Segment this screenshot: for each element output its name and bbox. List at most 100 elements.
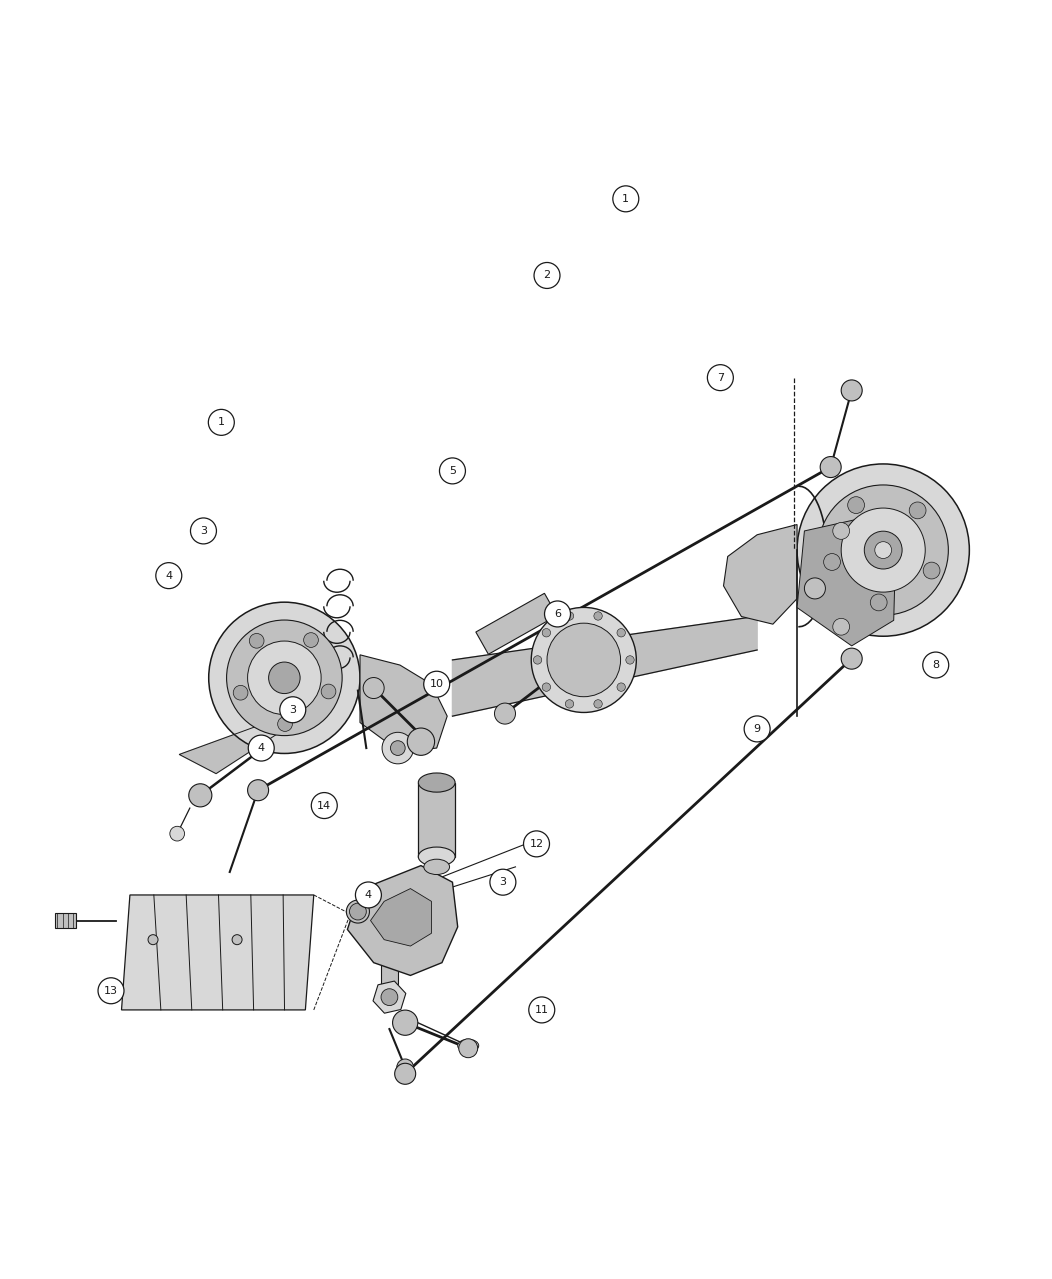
Circle shape bbox=[547, 623, 621, 697]
Circle shape bbox=[156, 563, 182, 588]
Circle shape bbox=[865, 531, 903, 569]
Circle shape bbox=[805, 578, 826, 599]
Text: 7: 7 bbox=[716, 372, 724, 382]
Circle shape bbox=[626, 656, 634, 664]
Text: 4: 4 bbox=[258, 743, 265, 753]
Polygon shape bbox=[452, 616, 757, 716]
Circle shape bbox=[392, 1010, 418, 1035]
Text: 10: 10 bbox=[429, 679, 444, 689]
Circle shape bbox=[848, 496, 865, 513]
Circle shape bbox=[247, 780, 268, 801]
Text: 11: 11 bbox=[534, 1005, 549, 1016]
Circle shape bbox=[616, 683, 625, 692]
Circle shape bbox=[459, 1039, 478, 1058]
Text: 3: 3 bbox=[200, 526, 207, 536]
Text: 12: 12 bbox=[529, 839, 544, 849]
Circle shape bbox=[707, 365, 733, 390]
Circle shape bbox=[613, 185, 639, 212]
Circle shape bbox=[565, 700, 573, 709]
Circle shape bbox=[797, 464, 969, 636]
Circle shape bbox=[529, 996, 554, 1023]
Ellipse shape bbox=[424, 859, 449, 875]
Circle shape bbox=[249, 633, 264, 648]
Circle shape bbox=[311, 793, 338, 819]
Circle shape bbox=[545, 601, 570, 627]
Text: 5: 5 bbox=[449, 466, 456, 476]
Bar bbox=[419, 783, 456, 857]
Circle shape bbox=[842, 508, 925, 592]
Circle shape bbox=[924, 563, 940, 579]
Circle shape bbox=[169, 826, 184, 842]
Text: 2: 2 bbox=[544, 270, 550, 280]
Ellipse shape bbox=[419, 773, 456, 792]
Circle shape bbox=[833, 618, 850, 636]
Text: 13: 13 bbox=[104, 986, 118, 996]
Text: 1: 1 bbox=[218, 417, 225, 427]
Circle shape bbox=[349, 903, 366, 920]
Circle shape bbox=[824, 554, 841, 570]
Circle shape bbox=[397, 1059, 413, 1076]
Polygon shape bbox=[347, 866, 458, 976]
Circle shape bbox=[356, 883, 382, 908]
Bar bbox=[476, 593, 557, 655]
Circle shape bbox=[909, 501, 926, 519]
Text: 3: 3 bbox=[289, 705, 297, 715]
Circle shape bbox=[280, 697, 306, 723]
FancyBboxPatch shape bbox=[56, 913, 77, 929]
Circle shape bbox=[744, 716, 770, 742]
Circle shape bbox=[542, 628, 550, 637]
Circle shape bbox=[870, 593, 887, 611]
Circle shape bbox=[534, 262, 560, 289]
Text: 3: 3 bbox=[500, 877, 506, 888]
Circle shape bbox=[407, 728, 434, 756]
Circle shape bbox=[188, 784, 211, 807]
Circle shape bbox=[208, 602, 360, 753]
Circle shape bbox=[494, 703, 515, 724]
Polygon shape bbox=[797, 518, 896, 646]
Circle shape bbox=[278, 716, 292, 732]
Circle shape bbox=[524, 831, 549, 857]
Ellipse shape bbox=[458, 1040, 479, 1053]
Circle shape bbox=[248, 735, 275, 761]
Circle shape bbox=[424, 671, 449, 697]
Circle shape bbox=[363, 678, 384, 698]
Circle shape bbox=[565, 611, 573, 620]
Circle shape bbox=[304, 633, 319, 647]
Circle shape bbox=[381, 989, 398, 1005]
Text: 8: 8 bbox=[932, 660, 939, 670]
Circle shape bbox=[247, 641, 321, 715]
Circle shape bbox=[382, 733, 413, 764]
Polygon shape bbox=[179, 697, 337, 774]
Bar bbox=[381, 940, 398, 985]
Circle shape bbox=[234, 686, 248, 700]
Circle shape bbox=[390, 741, 405, 756]
Polygon shape bbox=[360, 655, 447, 752]
Circle shape bbox=[542, 683, 550, 692]
Circle shape bbox=[321, 684, 336, 698]
Circle shape bbox=[226, 620, 342, 735]
Circle shape bbox=[490, 870, 515, 895]
Circle shape bbox=[531, 608, 636, 712]
Circle shape bbox=[842, 648, 863, 669]
Circle shape bbox=[190, 518, 217, 544]
Circle shape bbox=[594, 611, 603, 620]
Circle shape bbox=[616, 628, 625, 637]
Circle shape bbox=[98, 977, 124, 1004]
Text: 9: 9 bbox=[753, 724, 761, 734]
Circle shape bbox=[232, 935, 242, 945]
Circle shape bbox=[440, 458, 465, 483]
Circle shape bbox=[394, 1063, 416, 1085]
Polygon shape bbox=[370, 889, 431, 946]
Polygon shape bbox=[122, 895, 313, 1010]
Text: 4: 4 bbox=[165, 570, 173, 581]
Circle shape bbox=[208, 409, 235, 435]
Ellipse shape bbox=[419, 847, 456, 866]
Text: 14: 14 bbox=[318, 801, 331, 811]
Circle shape bbox=[821, 457, 842, 477]
Text: 1: 1 bbox=[623, 194, 629, 203]
Text: 4: 4 bbox=[365, 890, 372, 900]
Circle shape bbox=[833, 523, 850, 540]
Circle shape bbox=[818, 485, 948, 615]
Circle shape bbox=[875, 542, 892, 559]
Polygon shape bbox=[724, 524, 797, 624]
